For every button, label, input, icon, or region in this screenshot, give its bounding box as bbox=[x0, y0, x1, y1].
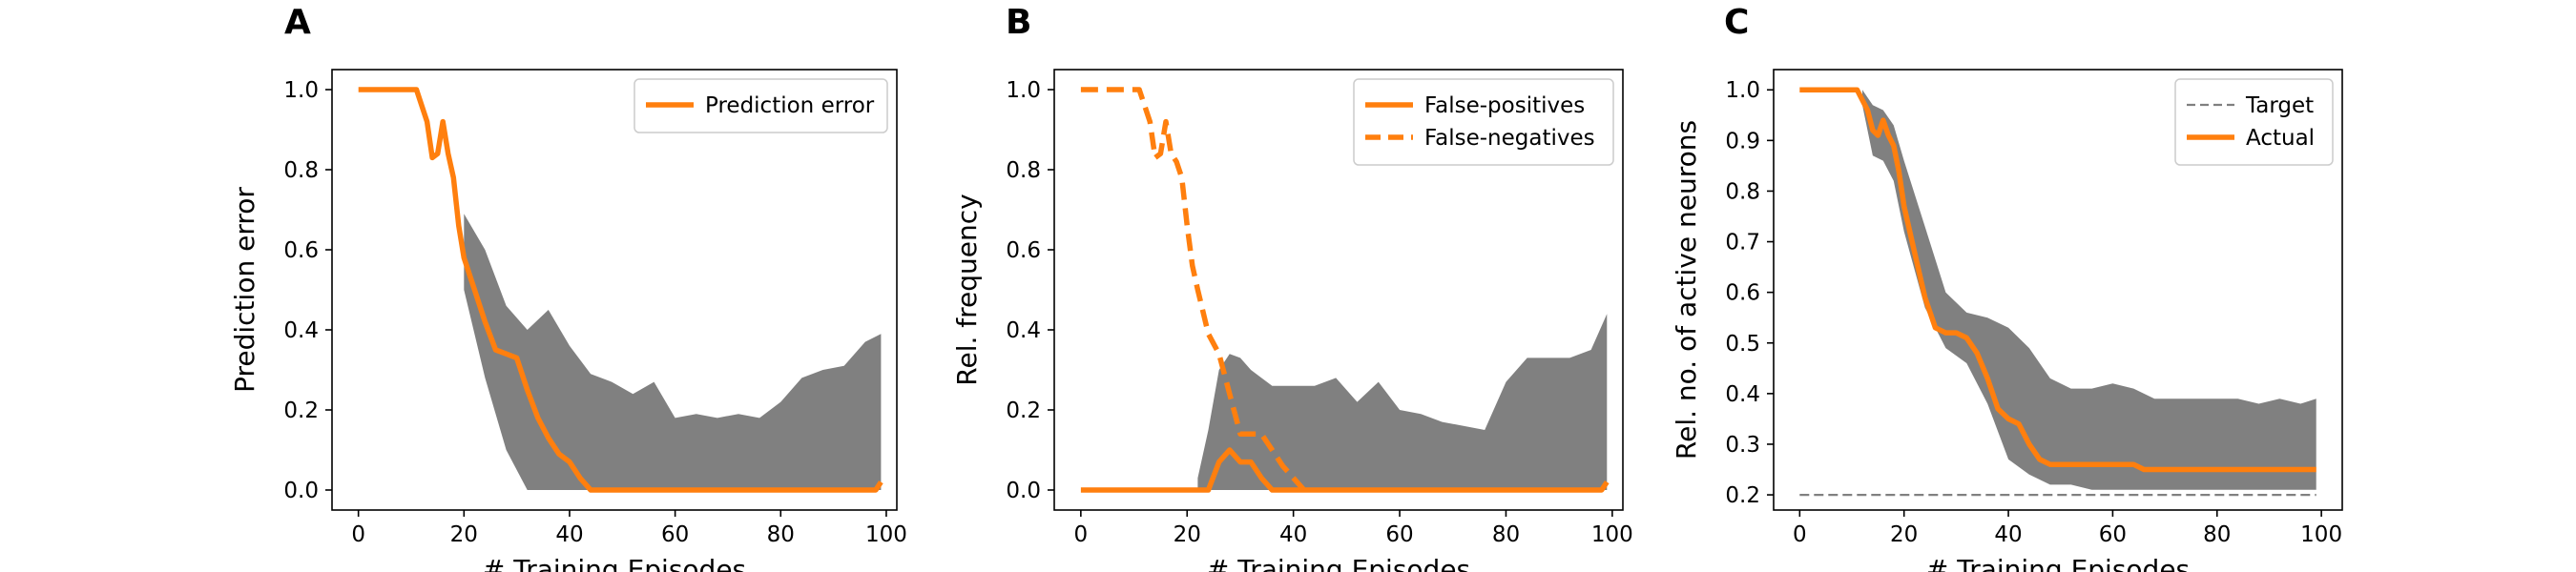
y-tick-label: 0.8 bbox=[1006, 158, 1041, 183]
legend-label: False-positives bbox=[1424, 93, 1585, 118]
legend: Prediction error bbox=[634, 78, 888, 133]
x-tick-label: 0 bbox=[1074, 522, 1089, 547]
x-axis-label: # Training Episodes bbox=[483, 554, 746, 572]
panel-c: C 0 20 40 60 80 100 0.2 0.3 0.4 0.5 0.6 0.7 0.8 0.9 1.0… bbox=[1671, 3, 2343, 572]
x-tick-label: 0 bbox=[1793, 522, 1807, 547]
legend-box bbox=[2174, 78, 2334, 166]
panel-b: B 0 20 40 60 80 100 0.0 0.2 0.4 0.6 0.8 1.0 # Trainin… bbox=[951, 3, 1633, 572]
x-tick-label: 60 bbox=[1385, 522, 1413, 547]
y-tick-label: 1.0 bbox=[1725, 78, 1760, 103]
x-tick-label: 80 bbox=[1492, 522, 1520, 547]
x-tick-label: 20 bbox=[1174, 522, 1201, 547]
y-tick-label: 0.9 bbox=[1725, 129, 1760, 153]
y-tick-label: 0.5 bbox=[1725, 332, 1760, 357]
range-band bbox=[1197, 314, 1608, 490]
y-tick-label: 1.0 bbox=[283, 78, 319, 103]
legend-box bbox=[634, 78, 888, 133]
series-line bbox=[1080, 447, 1610, 493]
x-tick-label: 40 bbox=[1279, 522, 1307, 547]
panel-letter: C bbox=[1724, 3, 1749, 42]
y-tick-label: 0.4 bbox=[283, 318, 319, 343]
y-axis-label: Prediction error bbox=[229, 187, 260, 393]
panel-letter: A bbox=[284, 3, 311, 42]
y-tick-label: 0.8 bbox=[283, 158, 319, 183]
x-tick-label: 100 bbox=[1591, 522, 1633, 547]
y-axis-label: Rel. frequency bbox=[951, 194, 983, 385]
x-tick-label: 100 bbox=[865, 522, 907, 547]
range-band bbox=[464, 214, 882, 490]
legend-label: False-negatives bbox=[1424, 126, 1595, 151]
x-axis-label: # Training Episodes bbox=[1207, 554, 1470, 572]
x-tick-label: 60 bbox=[661, 522, 689, 547]
legend-label: Prediction error bbox=[705, 93, 875, 118]
y-tick-label: 0.4 bbox=[1006, 318, 1041, 343]
x-tick-label: 20 bbox=[1890, 522, 1918, 547]
panel-a: A 0 20 40 60 80 100 0.0 0.2 0.4 0.6 0.8 1.0 # Trainin… bbox=[229, 3, 907, 572]
legend: Target Actual bbox=[2174, 78, 2334, 166]
y-tick-label: 0.6 bbox=[1006, 238, 1041, 263]
x-tick-label: 80 bbox=[767, 522, 795, 547]
y-tick-label: 0.6 bbox=[283, 238, 319, 263]
legend-label: Actual bbox=[2246, 126, 2315, 151]
x-tick-label: 100 bbox=[2300, 522, 2342, 547]
y-tick-label: 0.0 bbox=[1006, 479, 1041, 503]
y-tick-label: 0.2 bbox=[283, 398, 319, 423]
axes-frame bbox=[1053, 69, 1624, 511]
y-tick-label: 1.0 bbox=[1006, 78, 1041, 103]
y-tick-label: 0.2 bbox=[1725, 483, 1760, 508]
x-tick-label: 40 bbox=[555, 522, 583, 547]
series-line bbox=[358, 87, 883, 493]
legend-box bbox=[1353, 78, 1614, 166]
axes-frame bbox=[331, 69, 898, 511]
legend: False-positives False-negatives bbox=[1353, 78, 1614, 166]
axes-frame bbox=[1773, 69, 2343, 511]
y-tick-label: 0.0 bbox=[283, 479, 319, 503]
y-tick-label: 0.2 bbox=[1006, 398, 1041, 423]
x-tick-label: 80 bbox=[2203, 522, 2231, 547]
y-axis-label: Rel. no. of active neurons bbox=[1671, 120, 1702, 460]
y-tick-label: 0.3 bbox=[1725, 433, 1760, 458]
series-line bbox=[1080, 87, 1306, 492]
range-band bbox=[1862, 90, 2316, 490]
x-tick-label: 20 bbox=[450, 522, 478, 547]
y-tick-label: 0.7 bbox=[1725, 231, 1760, 255]
y-tick-label: 0.6 bbox=[1725, 281, 1760, 306]
legend-label: Target bbox=[2245, 93, 2314, 118]
x-tick-label: 60 bbox=[2099, 522, 2127, 547]
series-line bbox=[1799, 87, 2316, 473]
x-tick-label: 0 bbox=[351, 522, 365, 547]
y-tick-label: 0.4 bbox=[1725, 382, 1760, 407]
panel-letter: B bbox=[1006, 3, 1031, 42]
x-tick-label: 40 bbox=[1994, 522, 2022, 547]
y-tick-label: 0.8 bbox=[1725, 179, 1760, 204]
x-axis-label: # Training Episodes bbox=[1926, 554, 2190, 572]
